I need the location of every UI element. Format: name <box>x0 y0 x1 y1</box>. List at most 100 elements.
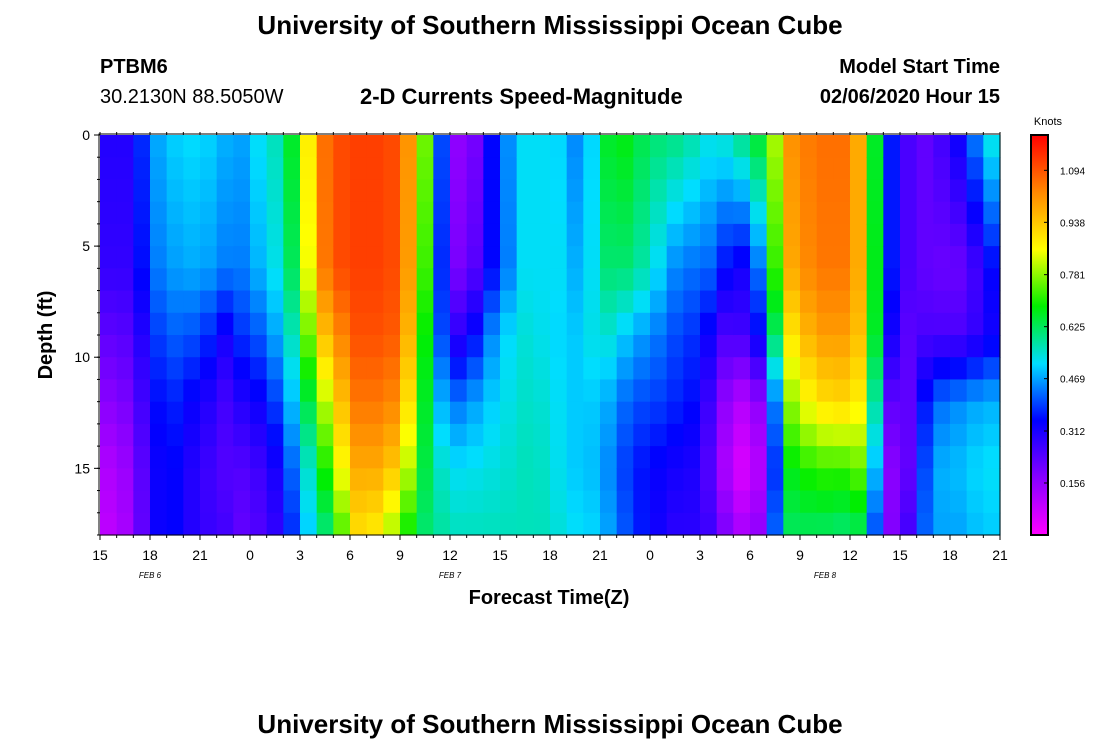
heatmap-cell <box>950 135 968 158</box>
heatmap-cell <box>116 157 134 181</box>
heatmap-cell <box>200 157 218 181</box>
heatmap-cell <box>100 490 118 514</box>
heatmap-cell <box>950 179 968 203</box>
heatmap-cell <box>783 290 801 314</box>
heatmap-cell <box>266 357 284 381</box>
heatmap-cell <box>150 423 168 447</box>
heatmap-cell <box>183 290 201 314</box>
heatmap-cell <box>866 179 884 203</box>
heatmap-cell <box>466 312 484 336</box>
heatmap-cell <box>433 135 451 158</box>
heatmap-cell <box>683 312 701 336</box>
heatmap-cell <box>150 379 168 403</box>
heatmap-cell <box>166 246 184 269</box>
heatmap-cell <box>316 401 334 425</box>
heatmap-cell <box>833 312 851 336</box>
heatmap-cell <box>216 157 234 181</box>
colorbar-tick-label: 0.469 <box>1060 375 1085 386</box>
heatmap-cell <box>550 312 568 336</box>
heatmap-cell <box>833 423 851 447</box>
heatmap-cell <box>316 223 334 247</box>
heatmap-cell <box>616 512 634 536</box>
heatmap-cell <box>316 335 334 358</box>
heatmap-cell <box>133 379 151 403</box>
heatmap-cell <box>883 268 901 292</box>
heatmap-cell <box>550 135 568 158</box>
heatmap-cell <box>633 379 651 403</box>
heatmap-cell <box>883 379 901 403</box>
heatmap-cell <box>633 423 651 447</box>
heatmap-cell <box>516 312 534 336</box>
heatmap-cell <box>500 379 518 403</box>
heatmap-cell <box>466 223 484 247</box>
heatmap-cell <box>800 335 818 358</box>
heatmap-cell <box>166 290 184 314</box>
heatmap-cell <box>616 157 634 181</box>
heatmap-cell <box>366 401 384 425</box>
heatmap-cell <box>216 468 234 492</box>
heatmap-cell <box>750 312 768 336</box>
heatmap-cell <box>750 157 768 181</box>
heatmap-cell <box>400 401 418 425</box>
heatmap-cell <box>766 246 784 269</box>
heatmap-cell <box>583 135 601 158</box>
heatmap-cell <box>333 335 351 358</box>
heatmap-cell <box>283 401 301 425</box>
heatmap-cell <box>266 490 284 514</box>
heatmap-cell <box>416 157 434 181</box>
heatmap-cell <box>650 357 668 381</box>
heatmap-cell <box>633 135 651 158</box>
heatmap-cell <box>333 490 351 514</box>
heatmap-cell <box>233 223 251 247</box>
axes: 15 18 21 0 3 6 9 12 15 18 21 0 3 6 9 12 15 18 21 0 5 10 15 FEB … <box>74 127 1008 580</box>
heatmap-cell <box>916 468 934 492</box>
heatmap-cell <box>683 246 701 269</box>
heatmap-cell <box>816 268 834 292</box>
heatmap-cell <box>466 490 484 514</box>
heatmap-cell <box>600 135 618 158</box>
heatmap-cell <box>216 379 234 403</box>
heatmap-cell <box>300 357 318 381</box>
heatmap-cell <box>116 512 134 536</box>
heatmap-cell <box>116 401 134 425</box>
heatmap-cell <box>200 423 218 447</box>
heatmap-cell <box>383 312 401 336</box>
heatmap-cell <box>383 490 401 514</box>
heatmap-cell <box>566 335 584 358</box>
heatmap-cell <box>950 468 968 492</box>
heatmap-cell <box>116 490 134 514</box>
heatmap-cell <box>200 135 218 158</box>
heatmap-cell <box>466 401 484 425</box>
heatmap-cell <box>433 179 451 203</box>
heatmap-cell <box>933 157 951 181</box>
heatmap-cell <box>666 401 684 425</box>
heatmap-cell <box>183 401 201 425</box>
heatmap-cell <box>166 401 184 425</box>
heatmap-cell <box>283 490 301 514</box>
heatmap-cell <box>150 223 168 247</box>
heatmap-cell <box>266 446 284 469</box>
heatmap-cell <box>600 179 618 203</box>
heatmap-cell <box>433 312 451 336</box>
heatmap-cell <box>250 312 268 336</box>
chart-title: 2-D Currents Speed-Magnitude <box>360 84 683 109</box>
heatmap-cell <box>950 490 968 514</box>
heatmap-cell <box>866 290 884 314</box>
heatmap-cell <box>616 379 634 403</box>
heatmap-cell <box>966 246 984 269</box>
heatmap-cell <box>633 223 651 247</box>
heatmap-cell <box>350 179 368 203</box>
heatmap-cell <box>716 357 734 381</box>
heatmap-cell <box>216 490 234 514</box>
heatmap-cell <box>516 246 534 269</box>
heatmap-cell <box>216 223 234 247</box>
heatmap-cell <box>783 401 801 425</box>
heatmap-cell <box>350 201 368 225</box>
heatmap-cell <box>183 423 201 447</box>
heatmap-cell <box>883 512 901 536</box>
heatmap-cell <box>233 246 251 269</box>
heatmap-cells <box>100 135 1001 536</box>
heatmap-cell <box>516 179 534 203</box>
heatmap-cell <box>516 468 534 492</box>
heatmap-cell <box>733 423 751 447</box>
